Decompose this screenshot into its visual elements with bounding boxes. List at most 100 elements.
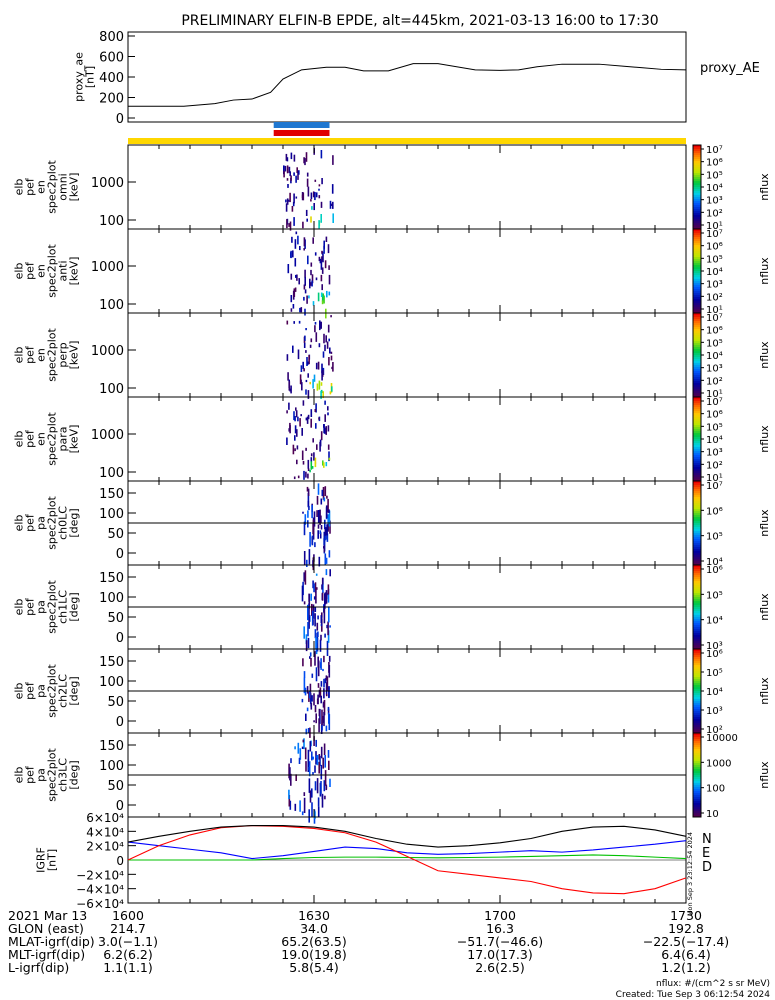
heatmap-cell bbox=[324, 593, 326, 610]
y-tick-label: −6×10⁴ bbox=[76, 897, 124, 911]
heatmap-cell bbox=[314, 252, 317, 256]
heatmap-cell bbox=[331, 386, 333, 392]
igrf-legend-D: D bbox=[702, 860, 712, 875]
colorbar-segment bbox=[693, 665, 701, 668]
footer-value: −22.5(−17.4) bbox=[643, 934, 729, 949]
y-tick-label: 2×10⁴ bbox=[86, 840, 124, 854]
ylabel-en-perp-line: pef bbox=[24, 345, 37, 364]
colorbar-segment bbox=[693, 555, 701, 558]
igrf-series-0 bbox=[127, 840, 687, 860]
heatmap-cell bbox=[294, 258, 297, 267]
y-tick-label: 100 bbox=[99, 382, 124, 397]
colorbar-segment bbox=[693, 427, 701, 430]
colorbar-segment bbox=[693, 657, 701, 660]
heatmap-cell bbox=[317, 806, 320, 818]
heatmap-cell bbox=[328, 665, 331, 678]
heatmap-cell bbox=[323, 678, 325, 688]
heatmap-cell bbox=[295, 231, 298, 235]
y-tick-label: 50 bbox=[107, 611, 124, 626]
heatmap-cell bbox=[321, 250, 323, 254]
ylabel-en-omni-line: elb bbox=[13, 179, 26, 196]
ylabel-en-para-line: spec2plot bbox=[46, 412, 59, 466]
heatmap-cell bbox=[321, 577, 324, 585]
colorbar-segment bbox=[693, 465, 701, 468]
colorbar-segment bbox=[693, 301, 701, 304]
heatmap-cell bbox=[293, 288, 296, 297]
heatmap-cell bbox=[309, 532, 311, 547]
heatmap-cell bbox=[328, 712, 330, 724]
colorbar-segment bbox=[693, 413, 701, 416]
cbar-tick-label: 10⁴ bbox=[706, 183, 723, 194]
heatmap-cell bbox=[294, 435, 296, 441]
panel-pa-ch1: 150 100 50 0 10⁶ 10⁵ 10⁴ 10³ nflux bbox=[99, 564, 771, 656]
heatmap-cell bbox=[298, 757, 301, 764]
heatmap-cell bbox=[324, 678, 327, 684]
colorbar-segment bbox=[693, 173, 701, 176]
heatmap-cell bbox=[303, 677, 306, 694]
cbar-tick-label: 10⁴ bbox=[706, 435, 723, 446]
y-tick-label: 0 bbox=[116, 799, 124, 814]
footer-row-label: 2021 Mar 13 bbox=[8, 908, 87, 923]
created-stamp: Created: Tue Sep 3 06:12:54 2024 bbox=[616, 990, 771, 1000]
colorbar-segment bbox=[693, 419, 701, 422]
ylabel-pa-ch1-line: [deg] bbox=[68, 592, 81, 621]
colorbar-segment bbox=[693, 285, 701, 288]
heatmap-cell bbox=[314, 629, 317, 639]
heatmap-cell bbox=[326, 640, 329, 656]
heatmap-cell bbox=[319, 755, 321, 766]
heatmap-cell bbox=[321, 267, 324, 274]
heatmap-cell bbox=[327, 244, 330, 254]
heatmap-cell bbox=[311, 466, 314, 469]
heatmap-cell bbox=[295, 407, 297, 411]
heatmap-cell bbox=[328, 686, 330, 698]
heatmap-cell bbox=[309, 278, 311, 289]
heatmap-cell bbox=[321, 720, 323, 731]
colorbar-segment bbox=[693, 485, 701, 488]
heatmap-cell bbox=[306, 416, 309, 424]
colorbar-segment bbox=[693, 493, 701, 496]
colorbar-segment bbox=[693, 253, 701, 256]
heatmap-cell bbox=[322, 487, 325, 500]
colorbar-segment bbox=[693, 753, 701, 756]
colorbar-segment bbox=[693, 229, 701, 232]
cbar-label: nflux bbox=[758, 425, 771, 453]
colorbar-segment bbox=[693, 559, 701, 562]
ylabel-pa-ch3-line: [deg] bbox=[68, 760, 81, 789]
heatmap-cell bbox=[307, 468, 310, 471]
heatmap-cell bbox=[321, 584, 323, 590]
panel-frame bbox=[127, 144, 687, 230]
heatmap-cell bbox=[327, 621, 329, 636]
heatmap-cell bbox=[325, 426, 327, 435]
heatmap-cell bbox=[295, 410, 298, 418]
heatmap-cell bbox=[310, 657, 312, 667]
colorbar-segment bbox=[693, 501, 701, 504]
heatmap-cell bbox=[319, 639, 322, 652]
cbar-label: nflux bbox=[758, 677, 771, 705]
colorbar-segment bbox=[693, 423, 701, 426]
cbar-tick-label: 10⁷ bbox=[706, 481, 723, 492]
heatmap-cell bbox=[306, 559, 308, 567]
colorbar-segment bbox=[693, 149, 701, 152]
heatmap-cell bbox=[302, 739, 305, 743]
colorbar-segment bbox=[693, 755, 701, 758]
heatmap-cell bbox=[309, 693, 312, 704]
overview-bar bbox=[273, 130, 330, 136]
colorbar-segment bbox=[693, 447, 701, 450]
y-tick-label: 100 bbox=[99, 214, 124, 229]
heatmap-cell bbox=[286, 410, 288, 414]
heatmap-cell bbox=[320, 498, 323, 505]
heatmap-cell bbox=[294, 746, 296, 750]
ylabel-pa-ch2-line: [deg] bbox=[68, 676, 81, 705]
heatmap-cell bbox=[320, 382, 323, 386]
heatmap-cell bbox=[314, 765, 316, 773]
colorbar-segment bbox=[693, 217, 701, 220]
heatmap-cell bbox=[293, 411, 295, 421]
colorbar-segment bbox=[693, 479, 701, 482]
colorbar-segment bbox=[693, 483, 701, 486]
heatmap-cell bbox=[329, 625, 331, 628]
colorbar-segment bbox=[693, 643, 701, 646]
heatmap-cell bbox=[304, 269, 306, 278]
colorbar-segment bbox=[693, 579, 701, 582]
